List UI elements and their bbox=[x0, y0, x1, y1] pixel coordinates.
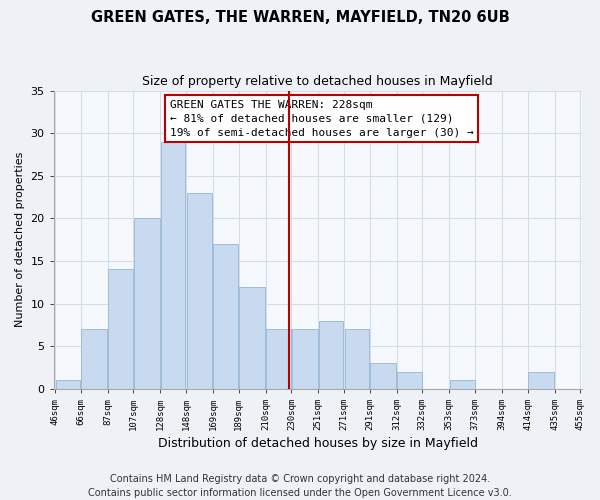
Bar bbox=[239, 286, 265, 389]
Bar bbox=[187, 193, 212, 389]
Bar bbox=[528, 372, 554, 389]
Bar bbox=[134, 218, 160, 389]
Bar bbox=[370, 363, 396, 389]
Y-axis label: Number of detached properties: Number of detached properties bbox=[15, 152, 25, 328]
Text: Contains HM Land Registry data © Crown copyright and database right 2024.
Contai: Contains HM Land Registry data © Crown c… bbox=[88, 474, 512, 498]
Title: Size of property relative to detached houses in Mayfield: Size of property relative to detached ho… bbox=[142, 75, 493, 88]
Bar bbox=[161, 142, 185, 389]
Bar bbox=[319, 320, 343, 389]
Bar bbox=[344, 329, 369, 389]
Bar bbox=[397, 372, 422, 389]
Text: GREEN GATES THE WARREN: 228sqm
← 81% of detached houses are smaller (129)
19% of: GREEN GATES THE WARREN: 228sqm ← 81% of … bbox=[170, 100, 473, 138]
Bar bbox=[108, 270, 133, 389]
Bar bbox=[81, 329, 107, 389]
Bar bbox=[56, 380, 80, 389]
X-axis label: Distribution of detached houses by size in Mayfield: Distribution of detached houses by size … bbox=[158, 437, 478, 450]
Bar bbox=[214, 244, 238, 389]
Bar bbox=[292, 329, 318, 389]
Bar bbox=[450, 380, 475, 389]
Bar bbox=[266, 329, 291, 389]
Text: GREEN GATES, THE WARREN, MAYFIELD, TN20 6UB: GREEN GATES, THE WARREN, MAYFIELD, TN20 … bbox=[91, 10, 509, 25]
